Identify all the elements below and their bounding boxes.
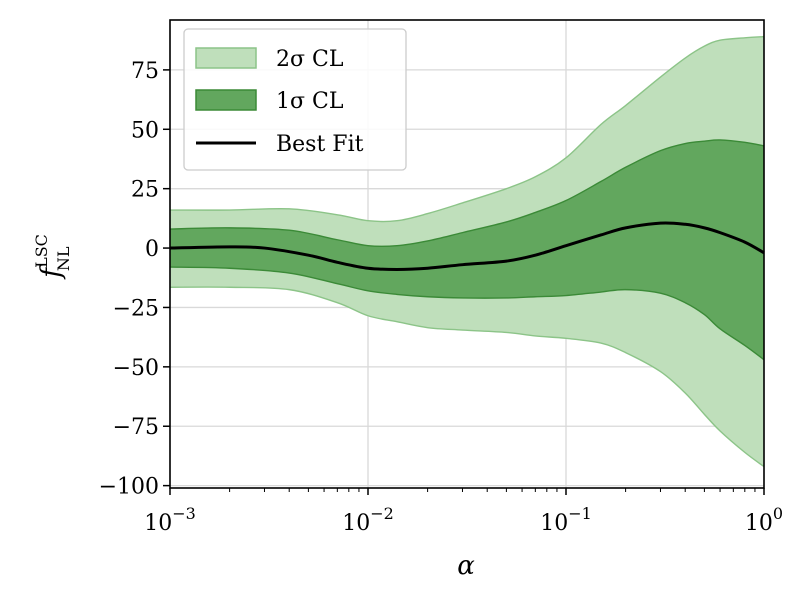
band-upper-edge-0 [169, 35, 765, 223]
legend-label-2sigma: 2σ CL [276, 47, 344, 72]
x-tick-label-exponent-1: −2 [370, 504, 394, 523]
y-axis-label-superscript: LSC [32, 234, 51, 268]
x-tick-label-base-0: 10 [144, 511, 172, 536]
y-tick-label-6: −75 [113, 415, 159, 440]
band-lower-edge-1 [169, 266, 765, 361]
y-axis-label-subscript: NL [54, 246, 73, 271]
y-axis-label-base: f [36, 264, 67, 280]
band-upper-edge-1 [169, 139, 765, 248]
y-tick-label-3: 0 [145, 237, 159, 262]
legend: 2σ CL 1σ CL Best Fit [183, 28, 407, 171]
x-tick-label-exponent-2: −1 [568, 504, 592, 523]
x-tick-label-0: 10−3 [144, 504, 196, 536]
confidence-bands [169, 35, 765, 468]
y-tick-label-4: −25 [113, 296, 159, 321]
x-tick-label-base-3: 10 [745, 511, 773, 536]
plot-frame [169, 19, 765, 489]
x-tick-label-exponent-3: 0 [773, 504, 783, 523]
y-tick-label-7: −100 [99, 475, 159, 500]
best-fit-line [169, 221, 765, 271]
y-tick-label-5: −50 [113, 356, 159, 381]
x-tick-label-2: 10−1 [540, 504, 592, 536]
best-fit-layer [169, 221, 765, 271]
x-tick-label-exponent-0: −3 [172, 504, 196, 523]
x-tick-label-3: 100 [745, 504, 783, 536]
y-tick-label-2: 25 [131, 178, 159, 203]
legend-swatch-1sigma [195, 89, 257, 111]
legend-swatch-2sigma [195, 47, 257, 69]
x-tick-label-1: 10−2 [342, 504, 394, 536]
band-fill-1 [170, 139, 764, 360]
y-axis-label: fLSC NL [32, 234, 73, 280]
y-tick-label-0: 75 [131, 59, 159, 84]
legend-label-best-fit: Best Fit [276, 132, 364, 157]
x-axis-label: α [457, 551, 475, 581]
band-lower-edge-0 [169, 286, 765, 468]
x-tick-label-base-1: 10 [342, 511, 370, 536]
y-tick-label-1: 50 [131, 118, 159, 143]
legend-label-1sigma: 1σ CL [276, 89, 344, 114]
x-tick-label-base-2: 10 [540, 511, 568, 536]
